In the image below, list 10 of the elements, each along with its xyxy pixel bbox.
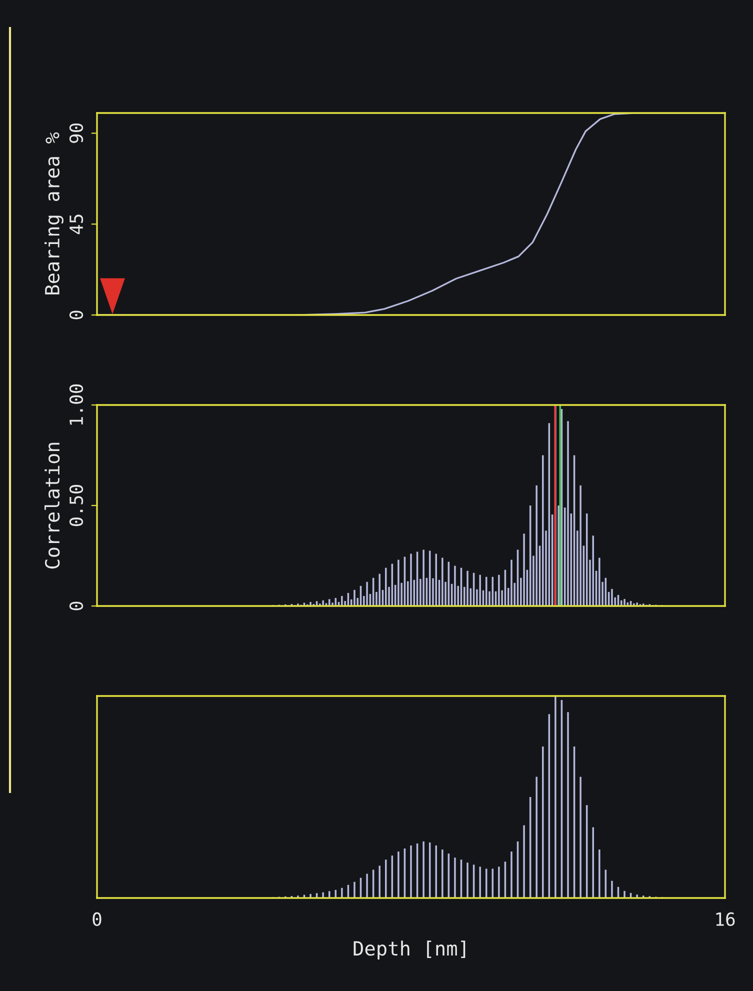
y-axis-title: Correlation (44, 442, 60, 569)
x-axis-title: Depth [nm] (354, 940, 466, 960)
y-tick-label: 1.00 (69, 384, 84, 425)
y-axis-title: Bearing area % (44, 132, 64, 294)
x-tick-label: 16 (716, 912, 735, 926)
y-tick-label: 90 (69, 124, 84, 143)
y-tick-label: 0 (69, 602, 84, 610)
y-tick-label: 0 (69, 310, 84, 320)
y-tick-label: 0.50 (69, 484, 84, 526)
y-tick-label: 45 (70, 214, 84, 234)
